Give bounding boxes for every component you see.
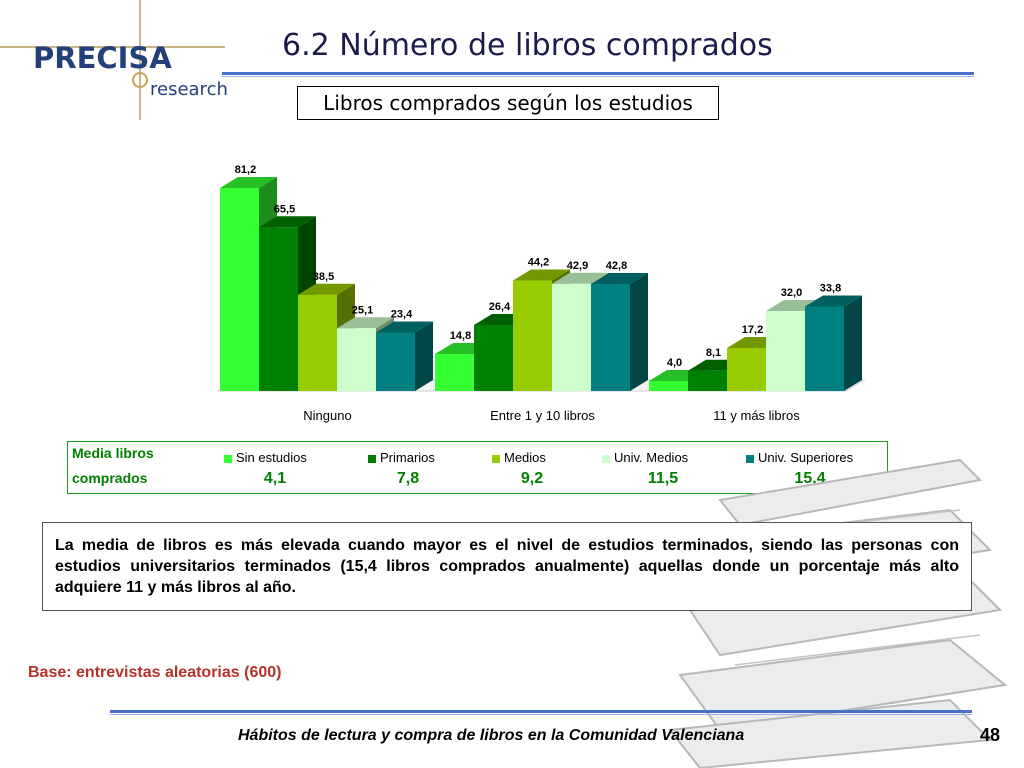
data-label: 14,8: [450, 330, 471, 342]
category-label: Ninguno: [303, 408, 351, 423]
legend-label: Sin estudios: [236, 450, 307, 465]
media-label-line1: Media libros: [72, 445, 154, 461]
legend-item-primarios: Primarios: [368, 450, 435, 465]
bar: [259, 227, 298, 391]
data-label: 33,8: [820, 283, 841, 295]
precisa-logo: PRECISA research: [0, 0, 228, 120]
bar-top: [513, 269, 570, 281]
legend-table: Media libros comprados Sin estudios Prim…: [67, 441, 888, 494]
bar: [435, 354, 474, 391]
summary-note: La media de libros es más elevada cuando…: [42, 522, 972, 611]
legend-swatch: [746, 454, 754, 463]
category-label: Entre 1 y 10 libros: [490, 408, 595, 423]
bar-top: [376, 321, 433, 333]
data-label: 38,5: [313, 271, 334, 283]
legend-item-sin-estudios: Sin estudios: [224, 450, 307, 465]
bar-top: [298, 283, 355, 295]
footer-rule: [110, 710, 972, 713]
data-label: 81,2: [235, 164, 256, 176]
bar-side: [844, 295, 862, 391]
footer-rule-thin: [110, 714, 972, 715]
bar: [591, 284, 630, 391]
data-label: 44,2: [528, 257, 549, 269]
legend-swatch: [224, 454, 232, 463]
mean-value-sin-estudios: 4,1: [263, 470, 287, 487]
bar-top: [337, 317, 394, 329]
bar: [552, 283, 591, 391]
legend-label: Univ. Medios: [614, 450, 689, 465]
bar: [727, 348, 766, 391]
mean-value-medios: 9,2: [520, 470, 544, 487]
data-label: 4,0: [667, 357, 682, 369]
bar-side: [415, 321, 433, 391]
page-number: 48: [980, 725, 1001, 745]
logo-sub: research: [150, 79, 228, 100]
legend-label: Primarios: [380, 450, 435, 465]
data-label: 23,4: [391, 309, 413, 321]
bar-top: [805, 295, 862, 307]
legend-item-univ-medios: Univ. Medios: [602, 450, 688, 465]
data-label: 65,5: [274, 203, 295, 215]
bar: [649, 381, 688, 391]
bar-top: [259, 216, 316, 228]
title-rule-thin: [222, 76, 974, 77]
base-note: Base: entrevistas aleatorias (600): [28, 664, 282, 681]
bar: [298, 294, 337, 391]
title-rule: [222, 72, 974, 75]
bar: [513, 280, 552, 391]
legend-item-univ-superiores: Univ. Superiores: [746, 450, 853, 465]
legend-item-medios: Medios: [492, 450, 546, 465]
legend-swatch: [368, 454, 376, 463]
legend-label: Medios: [504, 450, 546, 465]
page-title: 6.2 Número de libros comprados: [282, 28, 773, 63]
data-label: 42,8: [606, 260, 627, 272]
footer-text: Hábitos de lectura y compra de libros en…: [238, 727, 745, 744]
bar-top: [552, 272, 609, 284]
mean-value-primarios: 7,8: [396, 470, 420, 487]
media-label-line2: comprados: [72, 470, 148, 486]
data-label: 32,0: [781, 287, 802, 299]
bar: [805, 306, 844, 391]
legend-swatch: [492, 454, 500, 463]
bar: [766, 311, 805, 391]
bar-top: [591, 273, 648, 284]
data-label: 42,9: [567, 260, 588, 272]
bar: [376, 332, 415, 391]
data-label: 8,1: [706, 347, 721, 359]
category-label: 11 y más libros: [713, 408, 800, 423]
bar-chart: 81,2 65,5 38,5 25,1 23,4 Ninguno 14,8 26,4 44,2 4…: [216, 164, 866, 423]
data-label: 26,4: [489, 301, 511, 313]
bar: [474, 325, 513, 391]
bar: [220, 188, 259, 391]
logo-brand: PRECISA: [33, 41, 172, 75]
bar: [688, 370, 727, 391]
data-label: 25,1: [352, 304, 373, 316]
bar-top: [220, 177, 277, 188]
data-label: 17,2: [742, 324, 763, 336]
legend-label: Univ. Superiores: [758, 450, 854, 465]
legend-swatch: [602, 454, 610, 463]
bar: [337, 328, 376, 391]
mean-value-univ-medios: 11,5: [647, 470, 679, 487]
bar-side: [630, 273, 648, 391]
chart-subtitle: Libros comprados según los estudios: [297, 86, 719, 120]
